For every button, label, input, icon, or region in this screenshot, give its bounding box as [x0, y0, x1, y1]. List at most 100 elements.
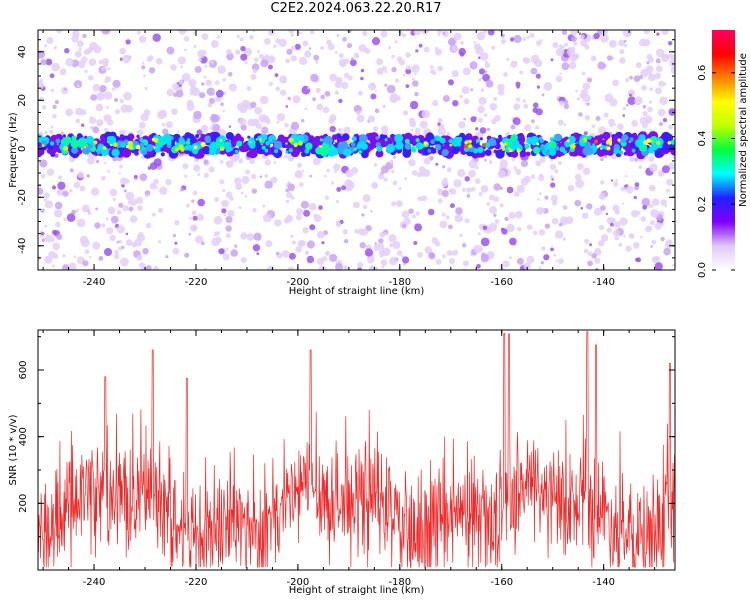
noise-blob	[186, 99, 194, 107]
noise-blob	[112, 79, 121, 88]
band-blob	[225, 132, 234, 140]
noise-blob	[434, 240, 441, 247]
x-tick-label: -220	[185, 577, 208, 588]
band-bright-blob	[288, 148, 293, 153]
noise-blob	[424, 246, 433, 254]
noise-blob	[86, 174, 90, 178]
noise-blob	[40, 208, 45, 213]
noise-blob	[238, 158, 244, 164]
noise-blob	[668, 162, 675, 170]
noise-blob	[655, 58, 661, 64]
noise-blob	[275, 251, 280, 256]
noise-blob	[320, 94, 326, 100]
band-blob	[246, 151, 253, 158]
noise-blob	[655, 65, 663, 73]
noise-blob	[336, 186, 342, 192]
noise-blob	[121, 183, 125, 188]
noise-blob	[615, 178, 618, 182]
noise-blob	[222, 77, 227, 82]
y-tick-label: 600	[18, 360, 29, 379]
noise-blob	[51, 185, 57, 190]
noise-blob	[351, 57, 355, 61]
y-tick-label: 0	[17, 146, 28, 152]
noise-blob	[284, 154, 288, 159]
band-bright-blob	[639, 146, 645, 151]
noise-blob	[377, 242, 385, 250]
noise-blob	[123, 189, 127, 193]
noise-blob	[101, 66, 106, 71]
noise-blob	[324, 195, 330, 200]
noise-blob	[222, 109, 225, 113]
noise-blob	[404, 177, 407, 181]
noise-blob	[191, 199, 195, 203]
noise-blob	[367, 115, 376, 123]
band-bright-blob	[224, 141, 232, 149]
noise-blob	[534, 125, 540, 130]
noise-blob	[95, 207, 98, 211]
noise-blob	[458, 121, 466, 129]
noise-blob	[98, 59, 104, 65]
noise-blob	[347, 30, 352, 34]
band-blob	[498, 134, 502, 139]
noise-blob	[437, 127, 447, 136]
noise-blob	[358, 90, 363, 96]
band-bright-blob	[304, 148, 310, 154]
noise-blob	[341, 81, 349, 90]
noise-blob	[555, 47, 565, 57]
noise-blob	[513, 103, 521, 111]
noise-blob	[364, 48, 371, 54]
noise-blob	[515, 211, 523, 219]
noise-blob	[380, 165, 389, 174]
noise-blob	[484, 62, 490, 68]
band-blob	[390, 134, 396, 139]
x-tick-label: -140	[592, 277, 615, 288]
band-blob	[134, 151, 139, 156]
noise-blob	[593, 207, 602, 216]
noise-blob	[453, 179, 462, 188]
noise-blob	[582, 167, 591, 175]
noise-blob	[526, 255, 535, 264]
noise-blob	[256, 252, 260, 256]
band-bright-blob	[484, 142, 491, 149]
noise-blob	[511, 158, 515, 162]
noise-blob	[225, 161, 230, 165]
noise-blob	[543, 254, 550, 261]
noise-blob	[216, 35, 220, 39]
noise-blob	[210, 115, 218, 123]
noise-blob	[553, 253, 557, 257]
band-bright-blob	[384, 138, 388, 142]
noise-blob	[509, 256, 512, 260]
noise-blob	[301, 169, 305, 172]
band-blob	[55, 144, 61, 150]
noise-blob	[326, 168, 330, 173]
y-axis-label: Frequency (Hz)	[8, 112, 19, 188]
noise-blob	[419, 169, 427, 177]
noise-blob	[649, 87, 653, 91]
noise-blob	[203, 172, 209, 178]
noise-blob	[392, 180, 398, 186]
band-bright-blob	[187, 138, 191, 142]
noise-blob	[636, 210, 641, 215]
band-bright-blob	[441, 148, 449, 157]
noise-blob	[619, 57, 626, 64]
noise-blob	[414, 91, 419, 97]
band-bright-blob	[476, 138, 481, 143]
noise-blob	[539, 173, 543, 177]
noise-blob	[567, 184, 575, 192]
noise-blob	[142, 247, 149, 255]
band-hot-blob	[249, 141, 252, 144]
noise-blob	[497, 89, 505, 96]
band-hot-blob	[113, 142, 118, 147]
noise-blob	[119, 164, 123, 169]
band-bright-blob	[55, 138, 61, 144]
noise-blob	[669, 58, 675, 68]
noise-blob	[421, 109, 431, 119]
noise-blob	[630, 234, 635, 239]
band-blob	[430, 147, 437, 154]
band-bright-blob	[415, 138, 420, 143]
noise-blob	[552, 42, 559, 49]
band-blob	[264, 151, 269, 156]
noise-blob	[455, 207, 463, 215]
noise-blob	[312, 157, 321, 166]
noise-blob	[61, 131, 64, 135]
